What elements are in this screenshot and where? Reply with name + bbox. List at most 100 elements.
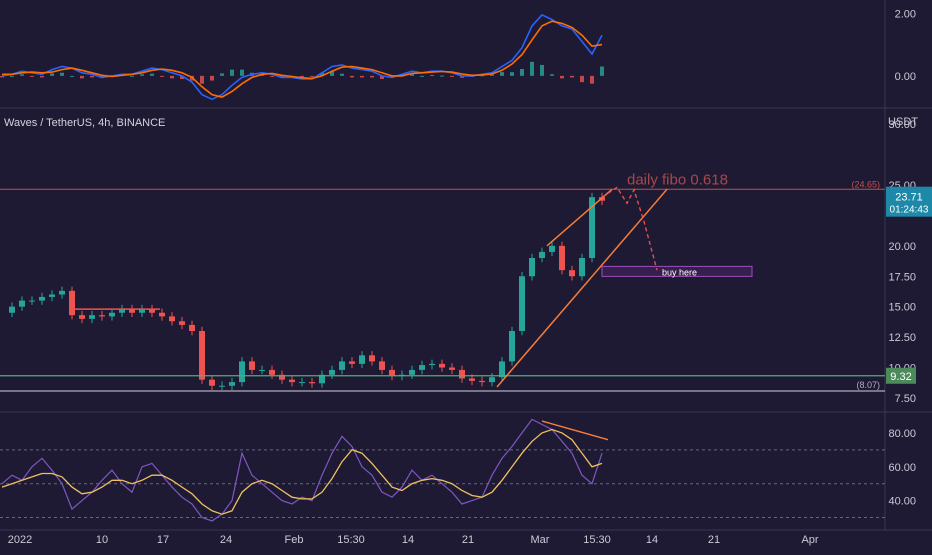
macd-histogram-bar (200, 75, 204, 84)
price-tick-label: 60.00 (888, 462, 916, 474)
rsi-divergence-line[interactable] (541, 420, 609, 441)
macd-histogram-bar (320, 72, 324, 76)
candle-body[interactable] (329, 369, 335, 375)
rsi-line[interactable] (1, 418, 603, 522)
fib-annotation-text: daily fibo 0.618 (627, 171, 728, 188)
candle-body[interactable] (359, 355, 365, 364)
candle-body[interactable] (189, 324, 195, 331)
macd-histogram-bar (130, 75, 134, 77)
support-price-badge (886, 367, 916, 384)
candle-body[interactable] (529, 258, 535, 277)
projection-path[interactable] (601, 186, 658, 271)
candle-body[interactable] (279, 374, 285, 380)
candle-body[interactable] (199, 331, 205, 380)
candle-body[interactable] (459, 369, 465, 379)
symbol-label: Waves / TetherUS, 4h, BINANCE (4, 117, 166, 129)
candle-body[interactable] (499, 361, 505, 378)
candle-body[interactable] (39, 296, 45, 301)
candle-body[interactable] (389, 369, 395, 377)
candle-body[interactable] (99, 315, 105, 317)
macd-histogram-bar (510, 72, 514, 76)
candle-body[interactable] (79, 315, 85, 319)
macd-histogram-bar (450, 75, 454, 77)
candle-body[interactable] (299, 382, 305, 384)
support-price-value: 9.32 (890, 371, 911, 383)
rsi-ma-line[interactable] (1, 428, 603, 515)
candle-body[interactable] (369, 355, 375, 362)
candle-body[interactable] (469, 378, 475, 381)
candle-body[interactable] (509, 331, 515, 362)
candle-body[interactable] (559, 245, 565, 271)
candle-body[interactable] (269, 369, 275, 375)
candle-body[interactable] (139, 309, 145, 313)
macd-histogram-bar (540, 64, 544, 76)
candle-body[interactable] (29, 300, 35, 302)
candle-body[interactable] (549, 245, 555, 252)
candle-body[interactable] (89, 315, 95, 319)
buy-zone-box[interactable] (601, 265, 753, 277)
candle-body[interactable] (349, 361, 355, 364)
candle-body[interactable] (239, 361, 245, 383)
candle-body[interactable] (409, 369, 415, 375)
candle-body[interactable] (569, 270, 575, 277)
candle-body[interactable] (539, 251, 545, 258)
time-axis-label: 15:30 (337, 534, 365, 546)
candle-body[interactable] (129, 309, 135, 313)
candle-body[interactable] (429, 363, 435, 366)
macd-histogram-bar (570, 75, 574, 78)
macd-histogram-bar (490, 74, 494, 76)
candle-body[interactable] (109, 312, 115, 317)
candle-body[interactable] (419, 365, 425, 370)
candle-body[interactable] (309, 382, 315, 384)
candle-body[interactable] (209, 379, 215, 386)
price-pane[interactable] (9, 192, 605, 391)
candle-body[interactable] (579, 258, 585, 277)
candle-body[interactable] (19, 300, 25, 307)
price-tick-label: 80.00 (888, 428, 916, 440)
candle-body[interactable] (219, 385, 225, 387)
candle-body[interactable] (259, 369, 265, 371)
low-level-value: (8.07) (856, 380, 880, 390)
drawings-layer[interactable]: daily fibo 0.618 (24.65) (8.07) buy here (0, 171, 885, 441)
candle-body[interactable] (119, 309, 125, 313)
time-axis-label: 17 (157, 534, 169, 546)
price-tick-label: 12.50 (888, 332, 916, 344)
price-tick-label: 7.50 (895, 393, 916, 405)
candle-body[interactable] (49, 294, 55, 297)
candle-body[interactable] (489, 377, 495, 383)
candle-body[interactable] (69, 290, 75, 316)
buy-here-label: buy here (662, 267, 697, 277)
macd-histogram-bar (350, 75, 354, 78)
candle-body[interactable] (169, 316, 175, 322)
candle-body[interactable] (289, 379, 295, 383)
time-axis-label: 21 (708, 534, 720, 546)
price-tick-label: 17.50 (888, 271, 916, 283)
candle-body[interactable] (439, 363, 445, 368)
candle-body[interactable] (179, 321, 185, 325)
macd-signal-line[interactable] (2, 20, 603, 98)
macd-histogram-bar (210, 75, 214, 81)
candle-body[interactable] (379, 361, 385, 370)
rsi-pane[interactable] (0, 418, 885, 522)
candle-body[interactable] (589, 197, 595, 258)
candle-body[interactable] (149, 309, 155, 313)
candle-body[interactable] (319, 374, 325, 384)
macd-pane[interactable] (0, 13, 604, 101)
channel-lower-line[interactable] (496, 188, 668, 388)
candle-body[interactable] (229, 382, 235, 386)
candle-body[interactable] (479, 380, 485, 383)
macd-histogram-bar (90, 75, 94, 78)
candle-body[interactable] (449, 367, 455, 370)
macd-line[interactable] (1, 13, 603, 101)
candle-body[interactable] (159, 312, 165, 317)
time-axis-label: Feb (285, 534, 304, 546)
candle-body[interactable] (9, 306, 15, 313)
candle-body[interactable] (339, 361, 345, 370)
candle-body[interactable] (519, 276, 525, 331)
candle-body[interactable] (59, 290, 65, 295)
candle-body[interactable] (249, 361, 255, 370)
channel-upper-line[interactable] (546, 188, 613, 247)
macd-histogram-bar (480, 75, 484, 77)
